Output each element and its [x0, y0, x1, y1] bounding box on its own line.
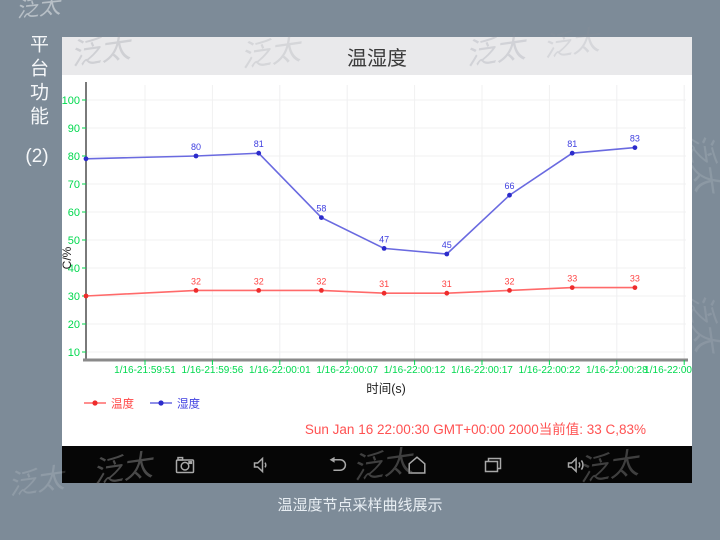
temperature-point-label: 33: [567, 274, 577, 284]
x-tick-label: 1/16-22:00: [644, 365, 692, 376]
volume-down-icon[interactable]: [250, 453, 274, 477]
x-tick-label: 1/16-22:00:01: [249, 365, 311, 376]
humidity-line: [85, 146, 635, 255]
temperature-point-label: 32: [191, 276, 201, 286]
temperature-point: [319, 288, 324, 293]
side-label-text: 平台功能: [27, 34, 48, 130]
y-tick-label: 30: [68, 291, 80, 303]
recents-icon[interactable]: [481, 453, 505, 477]
temperature-point: [381, 290, 387, 296]
legend-marker-temperature: [92, 400, 98, 406]
slide-caption: 温湿度节点采样曲线展示: [277, 497, 443, 514]
temperature-point: [444, 290, 450, 296]
y-tick-label: 20: [68, 319, 80, 331]
temperature-point: [193, 288, 199, 293]
temperature-line: [85, 286, 635, 297]
y-tick-label: 80: [68, 151, 80, 163]
device-screen: 温湿度 10 20 30 40 50 60 70 80 90 100 1/16-21:59:51 1/…: [62, 37, 692, 483]
y-tick-label: 60: [68, 207, 80, 219]
y-axis-title: C/%: [62, 246, 74, 269]
side-label-number: (2): [25, 146, 49, 167]
x-tick-label: 1/16-21:59:51: [114, 365, 176, 376]
humidity-point: [193, 153, 199, 159]
y-tick-label: 10: [68, 347, 80, 359]
x-axis-title: 时间(s): [366, 382, 406, 396]
temperature-point-label: 32: [504, 276, 514, 286]
humidity-point: [83, 156, 89, 162]
y-tick-label: 90: [68, 123, 80, 135]
x-tick-label: 1/16-22:00:28: [586, 365, 648, 376]
current-value-status: Sun Jan 16 22:00:30 GMT+00:00 2000当前值: 3…: [304, 422, 646, 437]
temperature-point-label: 32: [316, 276, 326, 286]
temperature-point: [569, 285, 575, 290]
watermark: 泛太: [15, 0, 62, 24]
android-nav-bar: [62, 446, 692, 483]
temperature-point-label: 31: [442, 279, 452, 289]
chart: 10 20 30 40 50 60 70 80 90 100 1/16-21:59:51 1/16-2…: [62, 82, 692, 411]
y-tick-label: 70: [68, 179, 80, 191]
x-tick-label: 1/16-21:59:56: [182, 365, 244, 376]
temperature-point-label: 33: [630, 274, 640, 284]
slide-side-label: 平台功能 (2): [20, 34, 54, 168]
y-tick-label: 40: [68, 263, 80, 275]
y-tick-label: 100: [62, 95, 80, 107]
page-title: 温湿度: [347, 47, 407, 70]
temperature-point: [256, 288, 262, 293]
legend-label-humidity: 湿度: [177, 397, 200, 411]
humidity-point: [444, 251, 450, 257]
volume-up-icon[interactable]: [565, 453, 589, 477]
humidity-point-label: 81: [254, 139, 264, 149]
humidity-point-label: 45: [442, 240, 452, 250]
humidity-point: [319, 215, 324, 221]
humidity-point: [569, 150, 575, 156]
home-icon[interactable]: [405, 453, 429, 477]
x-tick-label: 1/16-22:00:12: [384, 365, 446, 376]
temperature-point-label: 32: [254, 276, 264, 286]
x-tick-label: 1/16-22:00:17: [451, 365, 513, 376]
camera-icon[interactable]: [173, 453, 197, 477]
humidity-point: [256, 150, 262, 156]
legend-marker-humidity: [158, 400, 164, 406]
humidity-point-label: 47: [379, 234, 389, 244]
humidity-point: [632, 145, 638, 150]
x-tick-label: 1/16-22:00:07: [316, 365, 378, 376]
temperature-point: [632, 285, 638, 290]
humidity-point: [381, 246, 387, 251]
temperature-point: [83, 293, 89, 299]
legend-label-temperature: 温度: [111, 397, 134, 411]
app-header: 温湿度: [62, 37, 692, 75]
humidity-point-label: 80: [191, 142, 201, 152]
humidity-point-label: 58: [316, 204, 326, 214]
y-tick-label: 50: [68, 235, 80, 247]
back-icon[interactable]: [326, 453, 350, 477]
temperature-point: [507, 288, 512, 293]
humidity-point-label: 83: [630, 134, 640, 144]
humidity-point-label: 66: [504, 181, 514, 191]
humidity-point-label: 81: [567, 139, 577, 149]
x-tick-label: 1/16-22:00:22: [519, 365, 581, 376]
temperature-point-label: 31: [379, 279, 389, 289]
humidity-point: [507, 192, 512, 198]
